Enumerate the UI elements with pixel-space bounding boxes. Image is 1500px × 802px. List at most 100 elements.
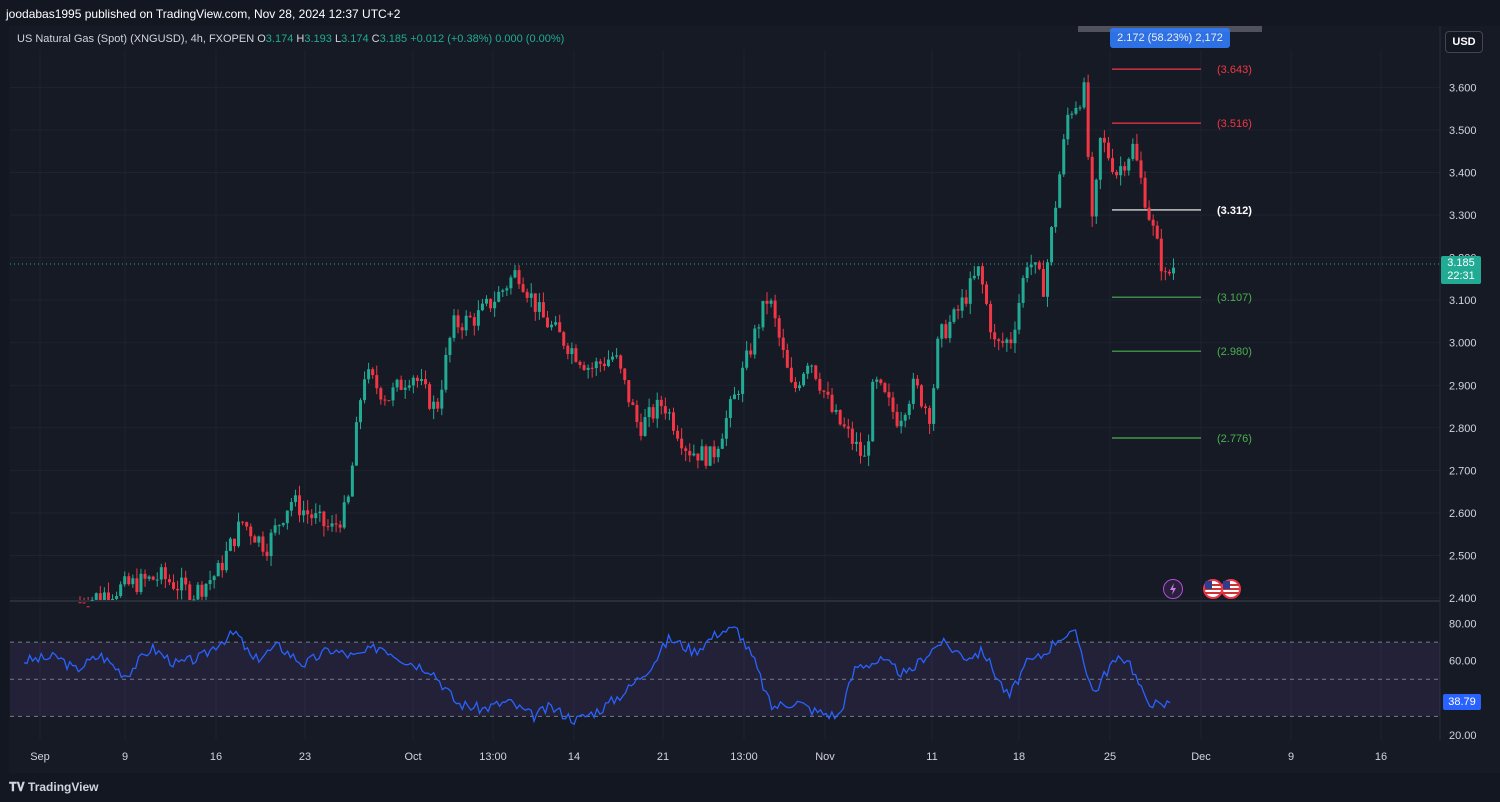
us-flag-icon-2[interactable] [1221, 579, 1241, 599]
candle-body [82, 602, 86, 604]
candle-body [330, 523, 334, 527]
candle-body [871, 381, 875, 442]
candle-body [570, 348, 574, 355]
candle-body [379, 388, 383, 400]
candle-body [863, 455, 867, 457]
candle-body [428, 384, 432, 409]
candle-body [224, 550, 228, 571]
candle-body [1106, 142, 1110, 159]
candle-body [1066, 114, 1070, 140]
candle-body [651, 407, 655, 419]
candle-body [127, 576, 131, 585]
candle-body [513, 270, 517, 278]
candle-body [131, 578, 135, 585]
time-tick-label: 9 [1288, 751, 1294, 763]
candle-body [232, 538, 236, 547]
candle-body [732, 394, 736, 400]
candle-body [875, 379, 879, 382]
candle-body [680, 438, 684, 449]
symbol-legend: US Natural Gas (Spot) (XNGUSD), 4h, FXOP… [17, 33, 564, 45]
candle-body [208, 580, 212, 584]
candle-body [78, 602, 82, 604]
time-tick-label: Dec [1191, 751, 1211, 763]
candle-body [460, 327, 464, 331]
candle-body [907, 403, 911, 415]
candle-body [94, 593, 98, 600]
symbol-name: US Natural Gas (Spot) (XNGUSD), 4h, FXOP… [17, 33, 255, 45]
candle-body [985, 284, 989, 304]
candle-body [578, 361, 582, 365]
candle-body [716, 448, 720, 458]
candle-body [1001, 341, 1005, 343]
time-tick-label: Nov [815, 751, 835, 763]
candle-body [663, 406, 667, 414]
candle-body [582, 364, 586, 370]
candle-body [346, 496, 350, 503]
time-tick-label: 13:00 [479, 751, 507, 763]
candle-body [1021, 277, 1025, 303]
candle-body [493, 301, 497, 309]
candle-body [403, 387, 407, 390]
price-tick-label: 3.500 [1449, 125, 1477, 137]
candle-body [192, 599, 196, 601]
candle-body [643, 417, 647, 436]
close-value: 3.185 [379, 33, 408, 45]
rsi-tick-label: 20.00 [1449, 730, 1477, 742]
candle-body [237, 521, 241, 547]
candle-body [623, 368, 627, 381]
candle-body [737, 393, 741, 395]
candle-body [228, 538, 232, 551]
candle-body [883, 383, 887, 393]
candle-body [858, 441, 862, 456]
candle-body [293, 495, 297, 503]
candle-body [476, 310, 480, 326]
candle-body [216, 562, 220, 577]
candle-body [289, 502, 293, 511]
fib-levels: (3.643) (3.516) (3.312) (3.107) (2.980) (2.77… [1112, 64, 1252, 445]
candle-body [200, 584, 204, 597]
candle-body [826, 391, 830, 395]
currency-button[interactable]: USD [1445, 31, 1483, 53]
price-tick-label: 2.800 [1449, 423, 1477, 435]
candle-body [989, 303, 993, 333]
last-price-value: 3.185 [1447, 257, 1475, 269]
rsi-tick-label: 80.00 [1449, 619, 1477, 631]
candle-body [773, 300, 777, 319]
lightning-icon[interactable] [1163, 579, 1183, 599]
candle-body [424, 379, 428, 385]
time-tick-label: 16 [210, 751, 222, 763]
chart-frame[interactable] [9, 26, 1500, 773]
candle-body [700, 446, 704, 461]
lightning-glyph [1170, 583, 1176, 595]
price-tick-label: 2.900 [1449, 380, 1477, 392]
close-label: C [371, 33, 380, 45]
publisher-line: joodabas1995 published on TradingView.co… [6, 7, 401, 21]
candle-body [793, 381, 797, 389]
candle-body [1115, 171, 1119, 176]
tradingview-logo[interactable]: 𝐓𝐕 TradingView [9, 780, 99, 794]
candle-body [684, 448, 688, 451]
footer-bar: 𝐓𝐕 TradingView [0, 773, 1500, 802]
candle-body [639, 421, 643, 436]
candle-body [334, 523, 338, 525]
candle-body [814, 365, 818, 379]
candle-body [147, 576, 151, 579]
candle-body [196, 584, 200, 600]
candle-body [854, 441, 858, 444]
candle-body [419, 379, 423, 382]
candle-body [830, 394, 834, 412]
candle-body [655, 399, 659, 419]
time-tick-label: 13:00 [730, 751, 758, 763]
candle-body [968, 278, 972, 304]
time-tick-label: 25 [1104, 751, 1116, 763]
candle-body [915, 378, 919, 386]
candle-body [753, 328, 757, 355]
candle-body [671, 412, 675, 431]
rsi-tick-label: 60.00 [1449, 656, 1477, 668]
candlestick-series [78, 74, 1175, 608]
candle-body [1029, 264, 1033, 268]
time-tick-label: 18 [1013, 751, 1025, 763]
us-flag-icon[interactable] [1203, 579, 1223, 599]
fib-level-label: (3.107) [1217, 292, 1252, 304]
